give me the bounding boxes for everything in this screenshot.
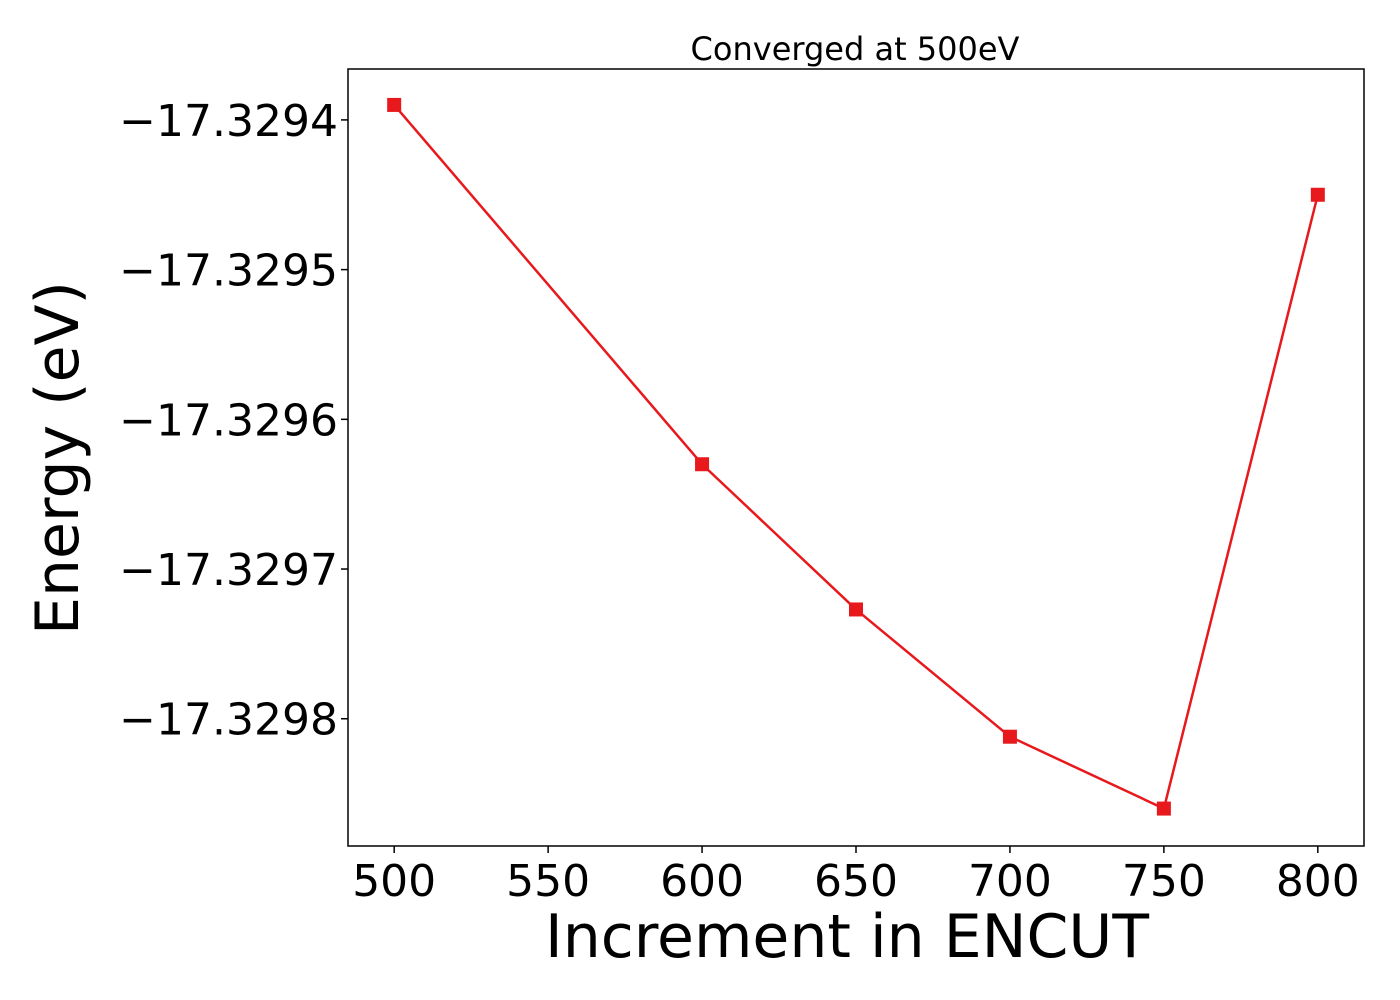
y-axis-title: Energy (eV) bbox=[23, 281, 93, 635]
y-tick-label: −17.3295 bbox=[119, 246, 338, 297]
x-axis-title: Increment in ENCUT bbox=[545, 902, 1149, 972]
x-ticks: 500 550 600 650 700 750 800 bbox=[352, 846, 1360, 907]
data-point bbox=[1156, 801, 1171, 816]
x-tick-label: 650 bbox=[814, 856, 898, 907]
x-tick-label: 550 bbox=[506, 856, 590, 907]
data-point bbox=[695, 457, 710, 472]
data-point bbox=[1310, 187, 1325, 202]
y-tick-label: −17.3294 bbox=[119, 96, 338, 147]
x-tick-label: 700 bbox=[968, 856, 1052, 907]
y-ticks: −17.3294 −17.3295 −17.3296 −17.3297 −17.3298 bbox=[119, 96, 348, 746]
series-lines bbox=[393, 104, 1320, 810]
plot-frame bbox=[347, 68, 1365, 847]
y-tick-label: −17.3298 bbox=[119, 695, 338, 746]
x-tick-label: 600 bbox=[660, 856, 744, 907]
data-point bbox=[387, 97, 402, 112]
x-tick-label: 750 bbox=[1122, 856, 1206, 907]
chart-title: Converged at 500eV bbox=[691, 30, 1020, 68]
data-point bbox=[1002, 729, 1017, 744]
plot-area: 500 550 600 650 700 750 800 −17.3294−17.3295−1… bbox=[119, 68, 1365, 907]
y-tick-label: −17.3296 bbox=[119, 395, 338, 446]
series-line bbox=[393, 104, 1320, 810]
x-tick-label: 800 bbox=[1276, 856, 1360, 907]
data-point bbox=[849, 602, 863, 617]
x-tick-label: 500 bbox=[352, 856, 436, 907]
y-tick-label: −17.3297 bbox=[119, 545, 338, 596]
series-points bbox=[387, 97, 1325, 816]
